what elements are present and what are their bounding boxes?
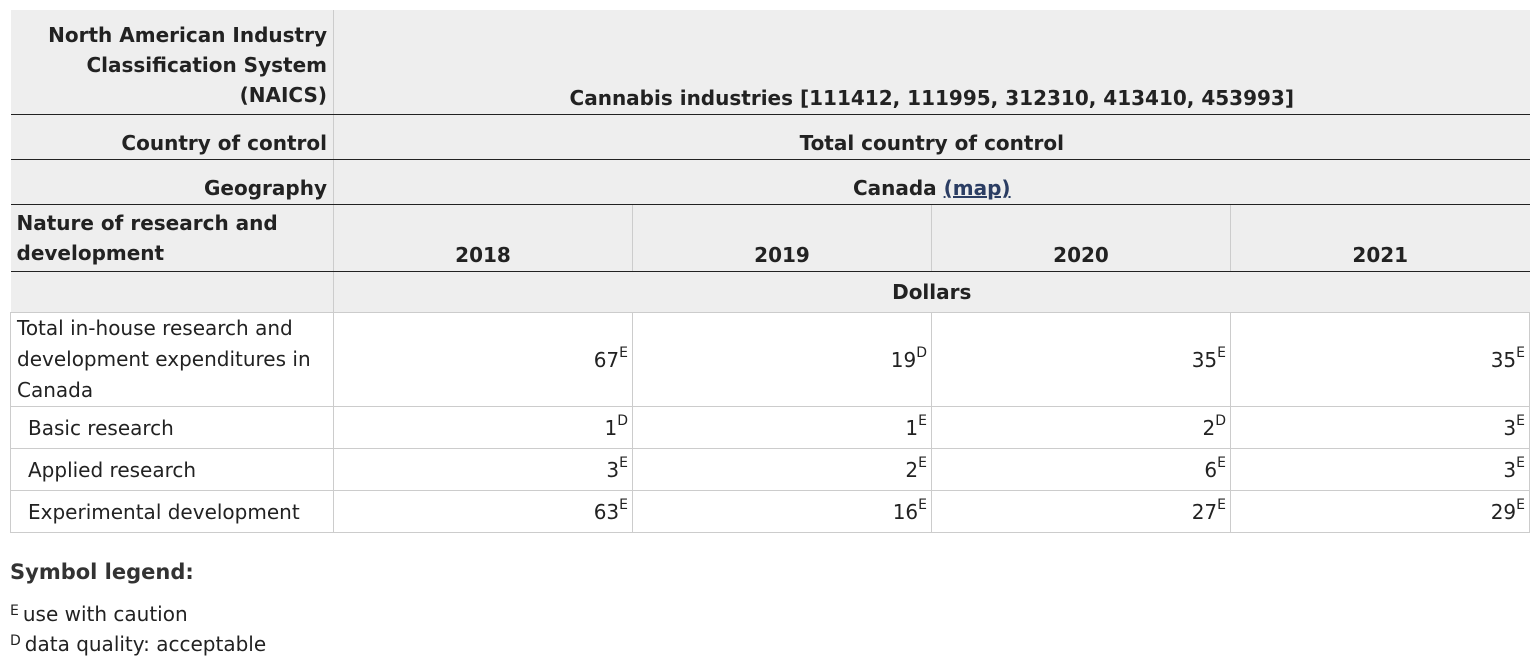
country-of-control-value: Total country of control	[333, 114, 1530, 160]
quality-symbol: E	[918, 412, 927, 429]
quality-symbol: E	[1217, 344, 1226, 361]
data-cell: 3E	[1229, 406, 1531, 449]
data-cell: 1D	[333, 406, 633, 449]
quality-symbol: E	[619, 454, 628, 471]
data-cell: 2D	[931, 406, 1231, 449]
data-cell: 19D	[632, 312, 932, 407]
geography-value-cell: Canada (map)	[333, 159, 1530, 205]
data-cell: 35E	[931, 312, 1231, 407]
symbol-legend-title: Symbol legend:	[10, 560, 194, 584]
data-cell: 27E	[931, 490, 1231, 533]
table-body: Total in-house research and development …	[10, 312, 1531, 533]
cell-value: 27	[1191, 499, 1218, 524]
naics-label: North American Industry Classification S…	[10, 10, 334, 115]
table-header: North American Industry Classification S…	[10, 10, 1530, 313]
data-cell: 16E	[632, 490, 932, 533]
cell-value: 16	[892, 499, 919, 524]
data-cell: 1E	[632, 406, 932, 449]
nature-of-rd-label: Nature of research and development	[10, 204, 334, 272]
quality-symbol: E	[1516, 344, 1526, 361]
data-cell: 29E	[1229, 490, 1531, 533]
quality-symbol: D	[1215, 412, 1226, 429]
data-cell: 35E	[1229, 312, 1531, 407]
table-row: Basic research 1D 1E 2D 3E	[10, 406, 1531, 449]
year-header-2019: 2019	[632, 204, 932, 272]
naics-value: Cannabis industries [111412, 111995, 312…	[333, 10, 1530, 115]
table-row: Applied research 3E 2E 6E 3E	[10, 448, 1531, 491]
data-table-container: North American Industry Classification S…	[10, 10, 1531, 533]
year-header-2020: 2020	[931, 204, 1231, 272]
quality-symbol: E	[1516, 496, 1526, 513]
cell-value: 3	[1503, 457, 1517, 482]
cell-value: 35	[1191, 347, 1218, 372]
geography-label: Geography	[10, 159, 334, 205]
header-row-geography: Geography Canada (map)	[10, 159, 1530, 205]
cell-value: 6	[1204, 457, 1218, 482]
quality-symbol: E	[1217, 496, 1226, 513]
cell-value: 63	[593, 499, 620, 524]
quality-symbol: D	[617, 412, 628, 429]
units-blank-cell	[10, 271, 334, 313]
year-header-2021: 2021	[1230, 204, 1530, 272]
data-cell: 3E	[333, 448, 633, 491]
data-cell: 63E	[333, 490, 633, 533]
map-link[interactable]: (map)	[943, 176, 1011, 200]
cell-value: 35	[1490, 347, 1517, 372]
row-label: Basic research	[10, 406, 334, 449]
row-label: Experimental development	[10, 490, 334, 533]
cell-value: 3	[606, 457, 620, 482]
legend-text: use with caution	[22, 602, 188, 626]
cell-value: 67	[593, 347, 620, 372]
header-row-naics: North American Industry Classification S…	[10, 10, 1530, 115]
row-label: Total in-house research and development …	[10, 312, 334, 407]
quality-symbol: E	[918, 454, 927, 471]
quality-symbol: E	[619, 496, 628, 513]
header-row-units: Dollars	[10, 271, 1530, 313]
cell-value: 29	[1490, 499, 1517, 524]
data-cell: 2E	[632, 448, 932, 491]
country-of-control-label: Country of control	[10, 114, 334, 160]
cell-value: 3	[1503, 415, 1517, 440]
cell-value: 1	[604, 415, 618, 440]
legend-symbol: D	[10, 633, 21, 649]
cell-value: 1	[905, 415, 919, 440]
data-cell: 3E	[1229, 448, 1531, 491]
table-row: Total in-house research and development …	[10, 312, 1531, 407]
quality-symbol: D	[916, 344, 927, 361]
row-label: Applied research	[10, 448, 334, 491]
header-row-country: Country of control Total country of cont…	[10, 114, 1530, 160]
legend-text: data quality: acceptable	[24, 632, 267, 656]
quality-symbol: E	[1516, 412, 1526, 429]
legend-symbol: E	[10, 603, 19, 619]
table-row: Experimental development 63E 16E 27E 29E	[10, 490, 1531, 533]
cell-value: 2	[1202, 415, 1216, 440]
header-row-years: Nature of research and development 2018 …	[10, 204, 1530, 272]
geography-value: Canada	[852, 176, 937, 200]
units-label: Dollars	[333, 271, 1530, 313]
data-cell: 67E	[333, 312, 633, 407]
quality-symbol: E	[1516, 454, 1526, 471]
quality-symbol: E	[619, 344, 628, 361]
quality-symbol: E	[918, 496, 927, 513]
data-table: North American Industry Classification S…	[10, 10, 1531, 533]
year-header-2018: 2018	[333, 204, 633, 272]
cell-value: 19	[890, 347, 917, 372]
quality-symbol: E	[1217, 454, 1226, 471]
data-cell: 6E	[931, 448, 1231, 491]
cell-value: 2	[905, 457, 919, 482]
